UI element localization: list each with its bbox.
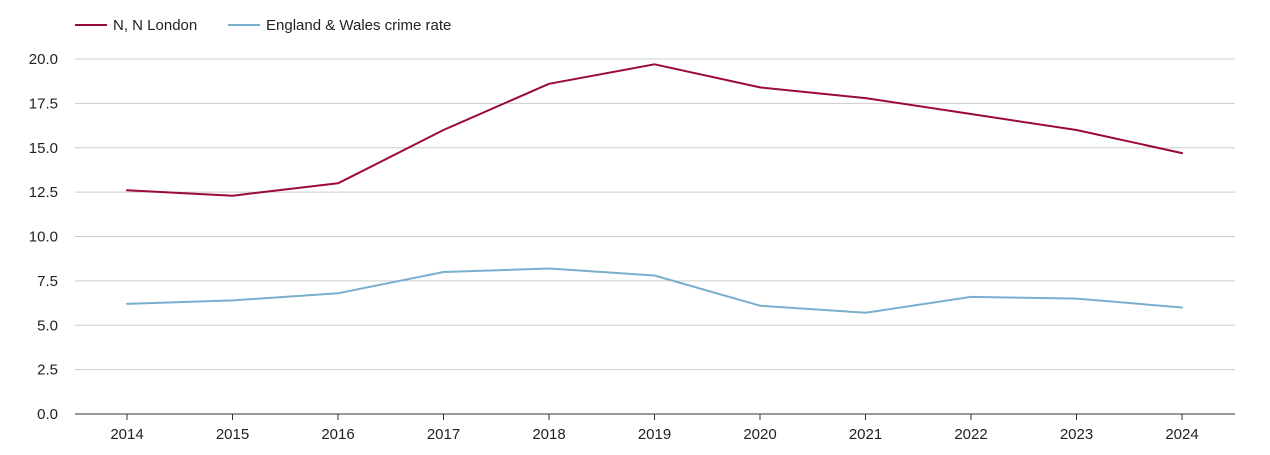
y-tick-label: 0.0 xyxy=(37,406,58,423)
x-tick-label: 2014 xyxy=(110,426,143,443)
x-tick-label: 2020 xyxy=(743,426,776,443)
x-tick-label: 2016 xyxy=(321,426,354,443)
y-tick-label: 17.5 xyxy=(29,95,58,112)
y-tick-label: 10.0 xyxy=(29,229,58,246)
series-line-1 xyxy=(126,267,1183,314)
x-tick-label: 2021 xyxy=(849,426,882,443)
y-tick-label: 5.0 xyxy=(37,317,58,334)
x-tick-label: 2023 xyxy=(1060,426,1093,443)
y-tick-label: 15.0 xyxy=(29,140,58,157)
legend-label-0: N, N London xyxy=(113,17,197,34)
x-tick-label: 2022 xyxy=(954,426,987,443)
axes: 0.0 2.5 5.0 7.5 10.0 12.5 15.0 17.5 20.0 2014 2015… xyxy=(29,51,1235,443)
x-tick-label: 2017 xyxy=(427,426,460,443)
legend: N, N London England & Wales crime rate xyxy=(75,17,451,34)
y-tick-label: 2.5 xyxy=(37,362,58,379)
x-tick-label: 2015 xyxy=(216,426,249,443)
series-line-0 xyxy=(126,63,1183,197)
x-tick-label: 2019 xyxy=(638,426,671,443)
x-tick-label: 2024 xyxy=(1165,426,1198,443)
y-tick-label: 20.0 xyxy=(29,51,58,68)
y-tick-label: 7.5 xyxy=(37,273,58,290)
y-tick-label: 12.5 xyxy=(29,184,58,201)
series-lines xyxy=(126,63,1183,314)
legend-label-1: England & Wales crime rate xyxy=(266,17,451,34)
grid-lines xyxy=(75,58,1235,371)
x-tick-label: 2018 xyxy=(532,426,565,443)
